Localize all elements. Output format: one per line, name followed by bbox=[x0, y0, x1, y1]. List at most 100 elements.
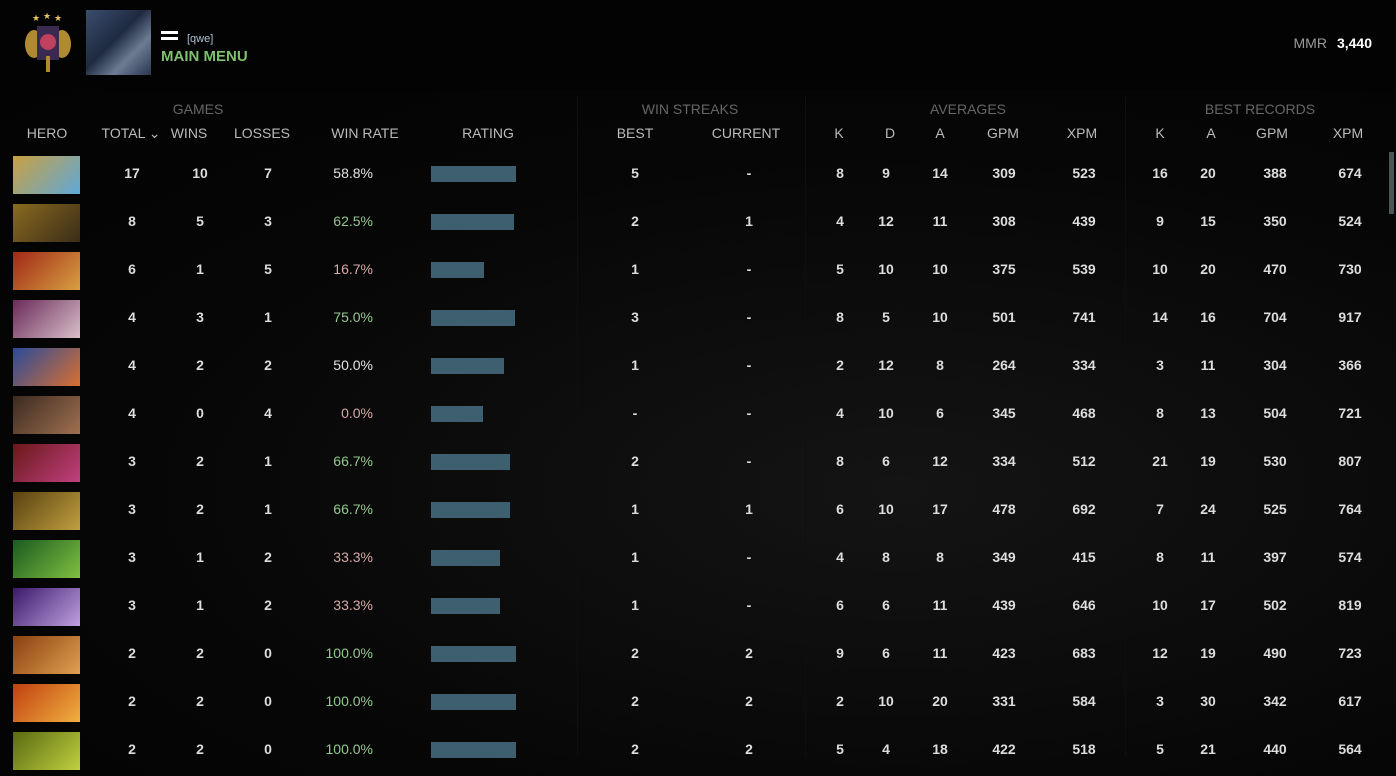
cell-best: 2 bbox=[631, 453, 639, 469]
cell-k: 2 bbox=[836, 357, 844, 373]
cell-wins: 3 bbox=[196, 309, 204, 325]
cell-wins: 1 bbox=[196, 261, 204, 277]
cell-total: 3 bbox=[128, 501, 136, 517]
table-row[interactable]: 8 5 3 2 1 4 12 11 308 439 9 15 350 524 62.5% bbox=[0, 198, 1380, 246]
col-best-k[interactable]: K bbox=[1155, 125, 1165, 141]
cell-win-rate: 0.0% bbox=[341, 405, 373, 421]
svg-text:★: ★ bbox=[43, 12, 51, 21]
hero-portrait[interactable] bbox=[13, 156, 80, 194]
col-rating[interactable]: RATING bbox=[462, 125, 514, 141]
hero-portrait[interactable] bbox=[13, 732, 80, 770]
table-row[interactable]: 6 1 5 1 - 5 10 10 375 539 10 20 470 730 16.7% bbox=[0, 246, 1380, 294]
cell-bxpm: 617 bbox=[1338, 693, 1362, 709]
cell-current: 2 bbox=[745, 645, 753, 661]
cell-a: 20 bbox=[932, 693, 948, 709]
col-avg-xpm[interactable]: XPM bbox=[1066, 125, 1098, 141]
cell-wins: 10 bbox=[192, 165, 208, 181]
rating-bar bbox=[431, 454, 510, 470]
rating-bar bbox=[431, 742, 516, 758]
cell-ba: 20 bbox=[1200, 165, 1216, 181]
hero-portrait[interactable] bbox=[13, 348, 80, 386]
cell-d: 6 bbox=[882, 645, 890, 661]
cell-losses: 2 bbox=[264, 549, 272, 565]
col-current-streak[interactable]: CURRENT bbox=[711, 125, 781, 141]
col-avg-d[interactable]: D bbox=[884, 125, 896, 141]
table-row[interactable]: 3 2 1 2-8 6 12 334 512 21 19 530 807 66.7% bbox=[0, 438, 1380, 486]
cell-losses: 1 bbox=[264, 309, 272, 325]
hero-portrait[interactable] bbox=[13, 396, 80, 434]
cell-a: 11 bbox=[932, 213, 948, 229]
cell-best: 2 bbox=[631, 213, 639, 229]
cell-total: 4 bbox=[128, 357, 136, 373]
cell-xpm: 468 bbox=[1072, 405, 1096, 421]
cell-total: 3 bbox=[128, 453, 136, 469]
table-row[interactable]: 3 2 1 1 1 6 10 17 478 692 7 24 525 764 66.7% bbox=[0, 486, 1380, 534]
table-row[interactable]: 3 1 2 1 - 4 8 8 349 415 8 11 397 574 33.3% bbox=[0, 534, 1380, 582]
scrollbar[interactable] bbox=[1389, 152, 1394, 214]
col-hero[interactable]: HERO bbox=[26, 125, 68, 141]
hero-portrait[interactable] bbox=[13, 684, 80, 722]
cell-total: 2 bbox=[128, 741, 136, 757]
cell-ba: 17 bbox=[1200, 597, 1216, 613]
table-row[interactable]: 2 2 0 2 2 9 6 11 423 683 12 19 490 723 100.0% bbox=[0, 630, 1380, 678]
hero-portrait[interactable] bbox=[13, 252, 80, 290]
hero-portrait[interactable] bbox=[13, 492, 80, 530]
cell-current: - bbox=[746, 165, 752, 181]
hero-portrait[interactable] bbox=[13, 540, 80, 578]
cell-gpm: 422 bbox=[992, 741, 1016, 757]
cell-wins: 0 bbox=[196, 405, 204, 421]
cell-ba: 11 bbox=[1200, 357, 1216, 373]
col-best-gpm[interactable]: GPM bbox=[1256, 125, 1288, 141]
table-row[interactable]: 4 2 2 1 - 2 12 8 264 334 3 11 304 366 50.0% bbox=[0, 342, 1380, 390]
cell-k: 5 bbox=[836, 741, 844, 757]
main-menu-link[interactable]: MAIN MENU bbox=[161, 48, 248, 65]
cell-xpm: 741 bbox=[1072, 309, 1096, 325]
cell-losses: 4 bbox=[264, 405, 272, 421]
cell-d: 6 bbox=[882, 453, 890, 469]
sort-chevron-icon: ⌄ bbox=[148, 125, 161, 141]
cell-gpm: 308 bbox=[992, 213, 1016, 229]
table-row[interactable]: 3 1 2 1 - 6 6 11 439 646 10 17 502 819 33.3% bbox=[0, 582, 1380, 630]
col-win-rate[interactable]: WIN RATE bbox=[331, 125, 399, 141]
table-row[interactable]: 2 2 0 2 2 2 10 20 331 584 3 30 342 617 100.0% bbox=[0, 678, 1380, 726]
avatar[interactable] bbox=[86, 10, 151, 75]
col-total[interactable]: TOTAL ⌄ bbox=[102, 125, 161, 142]
cell-wins: 1 bbox=[196, 549, 204, 565]
rating-bar bbox=[431, 262, 484, 278]
hero-portrait[interactable] bbox=[13, 636, 80, 674]
table-row[interactable]: 2 2 0 2 2 5 4 18 422 518 5 21 440 564 100.0% bbox=[0, 726, 1380, 774]
cell-win-rate: 66.7% bbox=[333, 501, 373, 517]
cell-total: 3 bbox=[128, 549, 136, 565]
col-avg-a[interactable]: A bbox=[935, 125, 945, 141]
cell-gpm: 334 bbox=[992, 453, 1016, 469]
table-row[interactable]: 4 0 4 - - 4 10 6 345 468 8 13 504 721 0.0% bbox=[0, 390, 1380, 438]
cell-total: 2 bbox=[128, 693, 136, 709]
menu-icon[interactable] bbox=[161, 31, 178, 40]
cell-losses: 7 bbox=[264, 165, 272, 181]
col-best-streak[interactable]: BEST bbox=[616, 125, 654, 141]
table-row[interactable]: 4 3 1 3 - 8 5 10 501 741 14 16 704 917 75.0% bbox=[0, 294, 1380, 342]
cell-a: 11 bbox=[932, 597, 948, 613]
cell-a: 18 bbox=[932, 741, 948, 757]
cell-d: 10 bbox=[878, 261, 894, 277]
rating-bar bbox=[431, 166, 516, 182]
hero-portrait[interactable] bbox=[13, 204, 80, 242]
col-avg-k[interactable]: K bbox=[834, 125, 844, 141]
cell-losses: 0 bbox=[264, 645, 272, 661]
col-avg-gpm[interactable]: GPM bbox=[987, 125, 1019, 141]
hero-portrait[interactable] bbox=[13, 300, 80, 338]
player-tag: [qwe] bbox=[187, 33, 214, 45]
hero-portrait[interactable] bbox=[13, 444, 80, 482]
cell-bk: 8 bbox=[1156, 405, 1164, 421]
col-losses[interactable]: LOSSES bbox=[233, 125, 291, 141]
cell-xpm: 539 bbox=[1072, 261, 1096, 277]
cell-d: 9 bbox=[882, 165, 890, 181]
cell-k: 4 bbox=[836, 549, 844, 565]
table-row[interactable]: 17 10 7 5 - 8 9 14 309 523 16 20 388 674 58.8% bbox=[0, 150, 1380, 198]
cell-d: 10 bbox=[878, 501, 894, 517]
col-best-xpm[interactable]: XPM bbox=[1332, 125, 1364, 141]
col-wins[interactable]: WINS bbox=[170, 125, 208, 141]
background bbox=[0, 90, 1396, 776]
col-best-a[interactable]: A bbox=[1206, 125, 1216, 141]
hero-portrait[interactable] bbox=[13, 588, 80, 626]
